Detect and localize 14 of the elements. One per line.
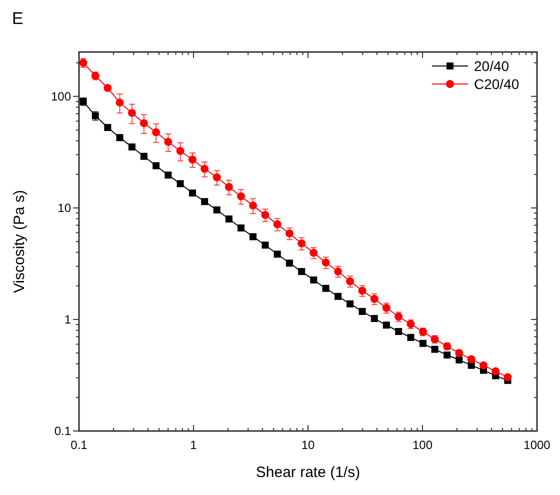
y-axis-title: Viscosity (Pa s) bbox=[11, 190, 28, 294]
x-tick-label: 10 bbox=[301, 438, 315, 452]
x-tick-label: 0.1 bbox=[70, 438, 88, 452]
x-axis-title: Shear rate (1/s) bbox=[256, 464, 360, 481]
y-tick-label: 100 bbox=[50, 89, 72, 104]
x-tick-label: 1000 bbox=[524, 438, 551, 452]
y-tick-label: 10 bbox=[58, 200, 72, 215]
legend-label: 20/40 bbox=[474, 58, 510, 74]
chart-title: E bbox=[12, 9, 24, 28]
legend-label: C20/40 bbox=[474, 76, 520, 92]
x-tick-label: 1 bbox=[190, 438, 198, 452]
y-tick-label: 0.1 bbox=[54, 424, 72, 438]
y-tick-label: 1 bbox=[64, 312, 72, 326]
x-tick-label: 100 bbox=[412, 438, 433, 452]
